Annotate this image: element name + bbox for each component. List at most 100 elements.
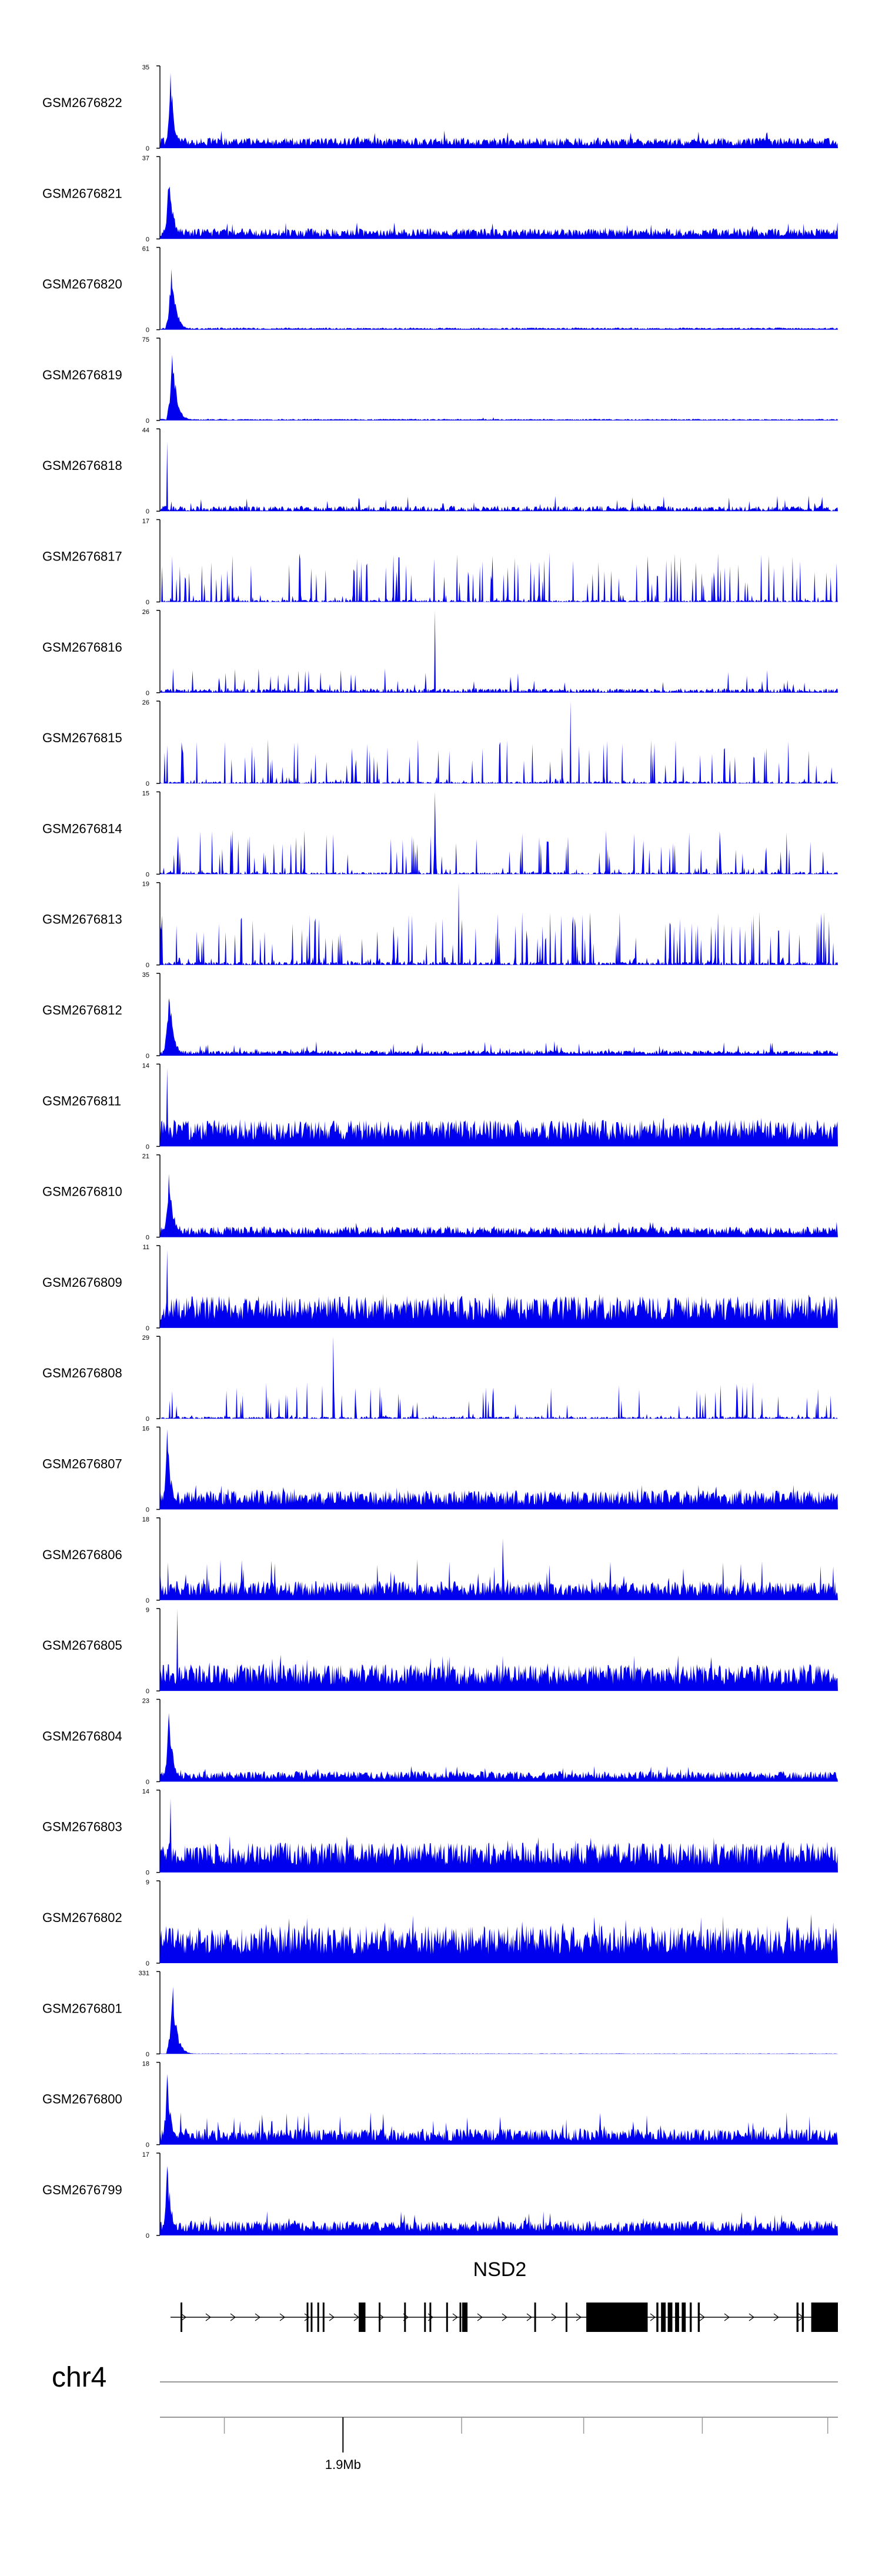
y-min-label: 0 [146,780,149,788]
y-max-label: 11 [143,1244,149,1251]
signal-area [160,701,838,784]
gene-exon [459,2303,462,2332]
track-label: GSM2676804 [42,1729,122,1743]
track-GSM2676822: GSM2676822 35 0 [42,64,838,152]
track-GSM2676816: GSM2676816 26 0 [42,609,838,697]
signal-area [160,1914,838,1963]
gene-track: NSD2 [171,2258,838,2332]
track-GSM2676814: GSM2676814 15 0 [42,790,838,878]
y-min-label: 0 [146,1960,149,1967]
gene-exon [379,2303,381,2332]
gene-exon [306,2303,309,2332]
track-GSM2676810: GSM2676810 21 0 [42,1153,838,1242]
strand-arrow-icon [699,2313,705,2321]
signal-area [160,72,838,149]
strand-arrow-icon [773,2313,779,2321]
track-GSM2676811: GSM2676811 14 0 [42,1062,838,1150]
signal-area [160,792,838,875]
y-min-label: 0 [146,1325,149,1332]
y-max-label: 29 [142,1334,149,1342]
strand-arrow-icon [650,2313,656,2321]
track-label: GSM2676806 [42,1547,122,1562]
strand-arrow-icon [477,2313,483,2321]
track-GSM2676803: GSM2676803 14 0 [42,1788,838,1877]
y-max-label: 35 [142,64,149,71]
y-min-label: 0 [146,2142,149,2149]
y-max-label: 331 [139,1970,149,1977]
gene-exon [586,2303,648,2332]
signal-area [160,1336,838,1419]
strand-arrow-icon [279,2313,285,2321]
y-min-label: 0 [146,1053,149,1060]
signal-area [160,2165,838,2235]
signal-area [160,1713,838,1782]
signal-area [160,355,838,421]
signal-area [160,998,838,1056]
strand-arrow-icon [205,2313,211,2321]
gene-exon [429,2303,432,2332]
track-label: GSM2676803 [42,1820,122,1834]
track-label: GSM2676811 [42,1093,121,1108]
y-max-label: 26 [142,699,149,706]
track-label: GSM2676814 [42,821,122,836]
strand-arrow-icon [452,2313,458,2321]
track-GSM2676813: GSM2676813 19 0 [42,881,838,969]
strand-arrow-icon [230,2313,236,2321]
strand-arrow-icon [576,2313,582,2321]
track-label: GSM2676799 [42,2183,122,2197]
signal-area [160,1609,838,1691]
track-GSM2676815: GSM2676815 26 0 [42,699,838,788]
strand-arrow-icon [353,2313,359,2321]
track-GSM2676807: GSM2676807 16 0 [42,1426,838,1514]
y-min-label: 0 [146,418,149,425]
track-GSM2676821: GSM2676821 37 0 [42,155,838,243]
y-min-label: 0 [146,1597,149,1604]
track-label: GSM2676817 [42,549,122,564]
gene-exon [697,2303,700,2332]
y-max-label: 61 [142,246,149,253]
signal-area [160,552,838,602]
y-min-label: 0 [146,2051,149,2058]
track-label: GSM2676802 [42,1910,122,1925]
chromosome-label: chr4 [52,2362,106,2393]
gene-exon [462,2303,468,2332]
signal-area [160,1068,838,1147]
strand-arrow-icon [255,2313,260,2321]
signal-area [160,2074,838,2145]
track-GSM2676818: GSM2676818 44 0 [42,427,838,515]
y-min-label: 0 [146,1234,149,1242]
gene-exon [404,2303,406,2332]
y-min-label: 0 [146,1507,149,1514]
y-max-label: 16 [142,1426,149,1433]
gene-exon [661,2303,666,2332]
track-GSM2676802: GSM2676802 9 0 [42,1879,838,1967]
signal-area [160,1538,838,1600]
y-max-label: 75 [142,336,149,343]
strand-arrow-icon [329,2313,335,2321]
gene-exon [310,2303,313,2332]
gene-exon [796,2303,799,2332]
track-GSM2676804: GSM2676804 23 0 [42,1697,838,1786]
track-label: GSM2676807 [42,1457,122,1471]
y-max-label: 21 [142,1153,149,1160]
strand-arrow-icon [551,2313,557,2321]
gene-exon [534,2303,536,2332]
y-max-label: 14 [142,1788,149,1796]
gene-exon [317,2303,319,2332]
y-max-label: 19 [142,881,149,888]
gene-exon [667,2303,673,2332]
gene-exon [675,2303,679,2332]
gene-name-label: NSD2 [473,2258,527,2281]
signal-tracks: GSM2676822350GSM2676821370GSM2676820610G… [42,64,838,2240]
signal-area [160,610,838,693]
gene-exon [565,2303,567,2332]
y-min-label: 0 [146,1416,149,1423]
gene-exon [424,2303,426,2332]
track-GSM2676805: GSM2676805 9 0 [42,1607,838,1695]
y-min-label: 0 [146,145,149,152]
y-max-label: 14 [142,1062,149,1069]
track-label: GSM2676816 [42,640,122,655]
signal-area [160,1249,838,1328]
track-GSM2676800: GSM2676800 18 0 [42,2061,838,2149]
y-min-label: 0 [146,327,149,334]
